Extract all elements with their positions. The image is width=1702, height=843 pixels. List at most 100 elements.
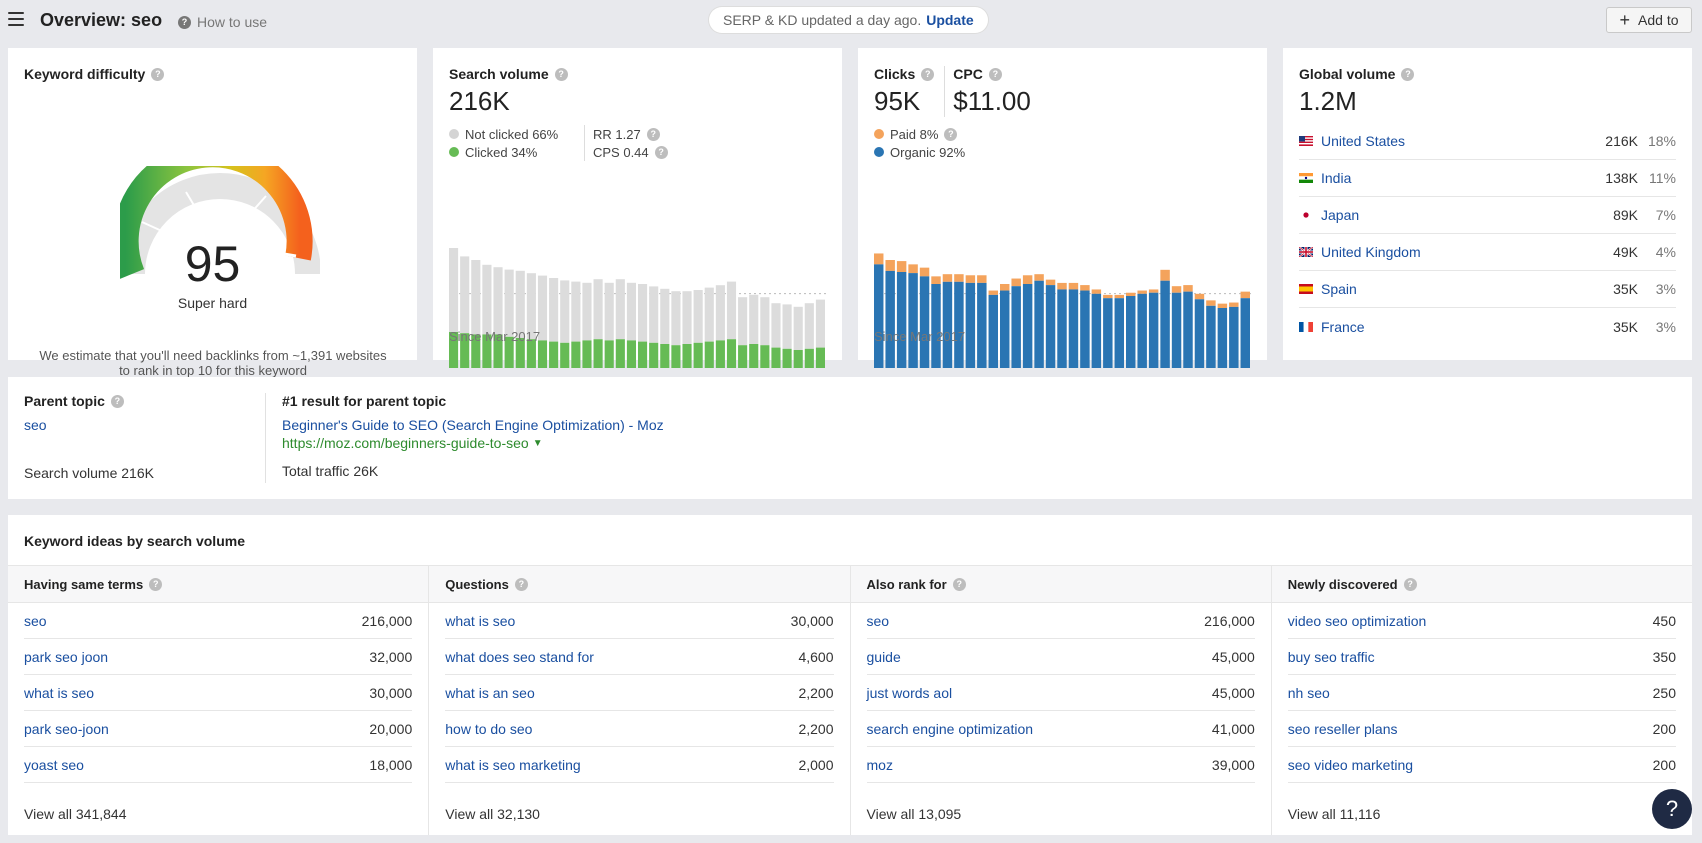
clicked-bar[interactable] xyxy=(715,340,725,368)
country-link[interactable]: Japan xyxy=(1321,207,1360,223)
not-clicked-bar[interactable] xyxy=(615,279,625,340)
paid-bar[interactable] xyxy=(1126,292,1136,296)
paid-bar[interactable] xyxy=(908,264,918,274)
not-clicked-bar[interactable] xyxy=(693,290,703,343)
not-clicked-bar[interactable] xyxy=(804,303,814,349)
keyword-link[interactable]: park seo joon xyxy=(24,648,109,665)
not-clicked-bar[interactable] xyxy=(571,281,581,342)
paid-bar[interactable] xyxy=(1011,278,1021,287)
paid-bar[interactable] xyxy=(954,274,964,282)
paid-bar[interactable] xyxy=(1091,289,1102,294)
organic-bar[interactable] xyxy=(1034,280,1044,368)
how-to-use-link[interactable]: ? How to use xyxy=(178,14,267,30)
view-all-link[interactable]: View all 13,095 xyxy=(866,806,962,822)
not-clicked-bar[interactable] xyxy=(537,275,548,341)
clicked-bar[interactable] xyxy=(604,340,614,368)
organic-bar[interactable] xyxy=(874,264,884,368)
not-clicked-bar[interactable] xyxy=(782,304,792,349)
paid-bar[interactable] xyxy=(1068,282,1079,290)
help-icon[interactable]: ? xyxy=(149,577,163,591)
keyword-link[interactable]: moz xyxy=(866,756,893,773)
keyword-link[interactable]: seo xyxy=(24,612,47,629)
menu-icon[interactable] xyxy=(8,12,24,26)
organic-bar[interactable] xyxy=(1160,280,1170,368)
add-to-button[interactable]: + Add to xyxy=(1606,7,1692,33)
organic-bar[interactable] xyxy=(919,276,930,368)
paid-bar[interactable] xyxy=(1114,294,1124,299)
not-clicked-bar[interactable] xyxy=(471,260,481,335)
not-clicked-bar[interactable] xyxy=(515,270,525,338)
paid-bar[interactable] xyxy=(919,267,930,277)
paid-bar[interactable] xyxy=(1217,303,1228,308)
help-icon[interactable]: ? xyxy=(151,67,165,81)
not-clicked-bar[interactable] xyxy=(626,282,636,341)
clicked-bar[interactable] xyxy=(560,342,570,368)
organic-bar[interactable] xyxy=(1229,306,1239,368)
help-icon[interactable]: ? xyxy=(1401,67,1415,81)
country-link[interactable]: India xyxy=(1321,170,1352,186)
paid-bar[interactable] xyxy=(988,290,998,295)
keyword-link[interactable]: guide xyxy=(866,648,901,665)
paid-bar[interactable] xyxy=(1137,290,1147,294)
clicked-bar[interactable] xyxy=(638,341,648,368)
organic-bar[interactable] xyxy=(954,281,964,368)
clicked-bar[interactable] xyxy=(782,348,792,368)
not-clicked-bar[interactable] xyxy=(738,297,748,346)
organic-bar[interactable] xyxy=(1068,289,1079,368)
organic-bar[interactable] xyxy=(1183,291,1193,368)
organic-bar[interactable] xyxy=(1045,285,1056,368)
paid-bar[interactable] xyxy=(1034,274,1044,281)
organic-bar[interactable] xyxy=(896,272,907,368)
organic-bar[interactable] xyxy=(931,284,941,368)
not-clicked-bar[interactable] xyxy=(815,299,825,348)
result-link[interactable]: Beginner's Guide to SEO (Search Engine O… xyxy=(282,417,664,433)
organic-bar[interactable] xyxy=(1080,290,1090,368)
organic-bar[interactable] xyxy=(965,282,976,368)
not-clicked-bar[interactable] xyxy=(704,287,714,342)
paid-bar[interactable] xyxy=(1045,279,1056,286)
not-clicked-bar[interactable] xyxy=(560,280,570,343)
clicked-bar[interactable] xyxy=(615,339,625,368)
organic-bar[interactable] xyxy=(1240,298,1250,368)
organic-bar[interactable] xyxy=(1194,299,1205,368)
help-icon[interactable]: ? xyxy=(646,127,660,141)
paid-bar[interactable] xyxy=(1160,269,1170,281)
paid-bar[interactable] xyxy=(1022,275,1033,284)
clicked-bar[interactable] xyxy=(549,341,559,368)
organic-bar[interactable] xyxy=(1114,298,1124,368)
organic-bar[interactable] xyxy=(1126,296,1136,368)
keyword-link[interactable]: nh seo xyxy=(1287,684,1330,701)
clicked-bar[interactable] xyxy=(449,332,459,368)
help-icon[interactable]: ? xyxy=(554,67,568,81)
not-clicked-bar[interactable] xyxy=(593,279,603,340)
paid-bar[interactable] xyxy=(1080,285,1090,291)
view-all-link[interactable]: View all 32,130 xyxy=(445,806,540,822)
keyword-link[interactable]: just words aol xyxy=(866,684,953,701)
help-chat-button[interactable]: ? xyxy=(1652,789,1692,829)
organic-bar[interactable] xyxy=(1171,292,1182,368)
not-clicked-bar[interactable] xyxy=(482,264,492,335)
not-clicked-bar[interactable] xyxy=(460,256,470,334)
keyword-link[interactable]: what is seo marketing xyxy=(445,756,581,773)
keyword-link[interactable]: park seo-joon xyxy=(24,720,109,737)
keyword-link[interactable]: seo video marketing xyxy=(1287,756,1414,773)
organic-bar[interactable] xyxy=(1057,289,1067,368)
organic-bar[interactable] xyxy=(1103,298,1113,368)
clicked-bar[interactable] xyxy=(649,342,659,368)
country-link[interactable]: France xyxy=(1321,318,1365,335)
clicked-bar[interactable] xyxy=(493,334,503,368)
country-link[interactable]: Spain xyxy=(1321,281,1357,297)
paid-bar[interactable] xyxy=(965,275,976,283)
clicked-bar[interactable] xyxy=(460,333,470,368)
clicked-bar[interactable] xyxy=(482,334,492,368)
paid-bar[interactable] xyxy=(1057,282,1067,290)
clicked-bar[interactable] xyxy=(471,334,481,368)
paid-bar[interactable] xyxy=(1194,293,1205,300)
clicked-bar[interactable] xyxy=(726,339,737,368)
keyword-link[interactable]: how to do seo xyxy=(445,720,533,737)
not-clicked-bar[interactable] xyxy=(749,294,759,344)
clicked-bar[interactable] xyxy=(760,345,770,368)
paid-bar[interactable] xyxy=(931,276,941,284)
clicked-bar[interactable] xyxy=(749,344,759,368)
paid-bar[interactable] xyxy=(1171,286,1182,293)
